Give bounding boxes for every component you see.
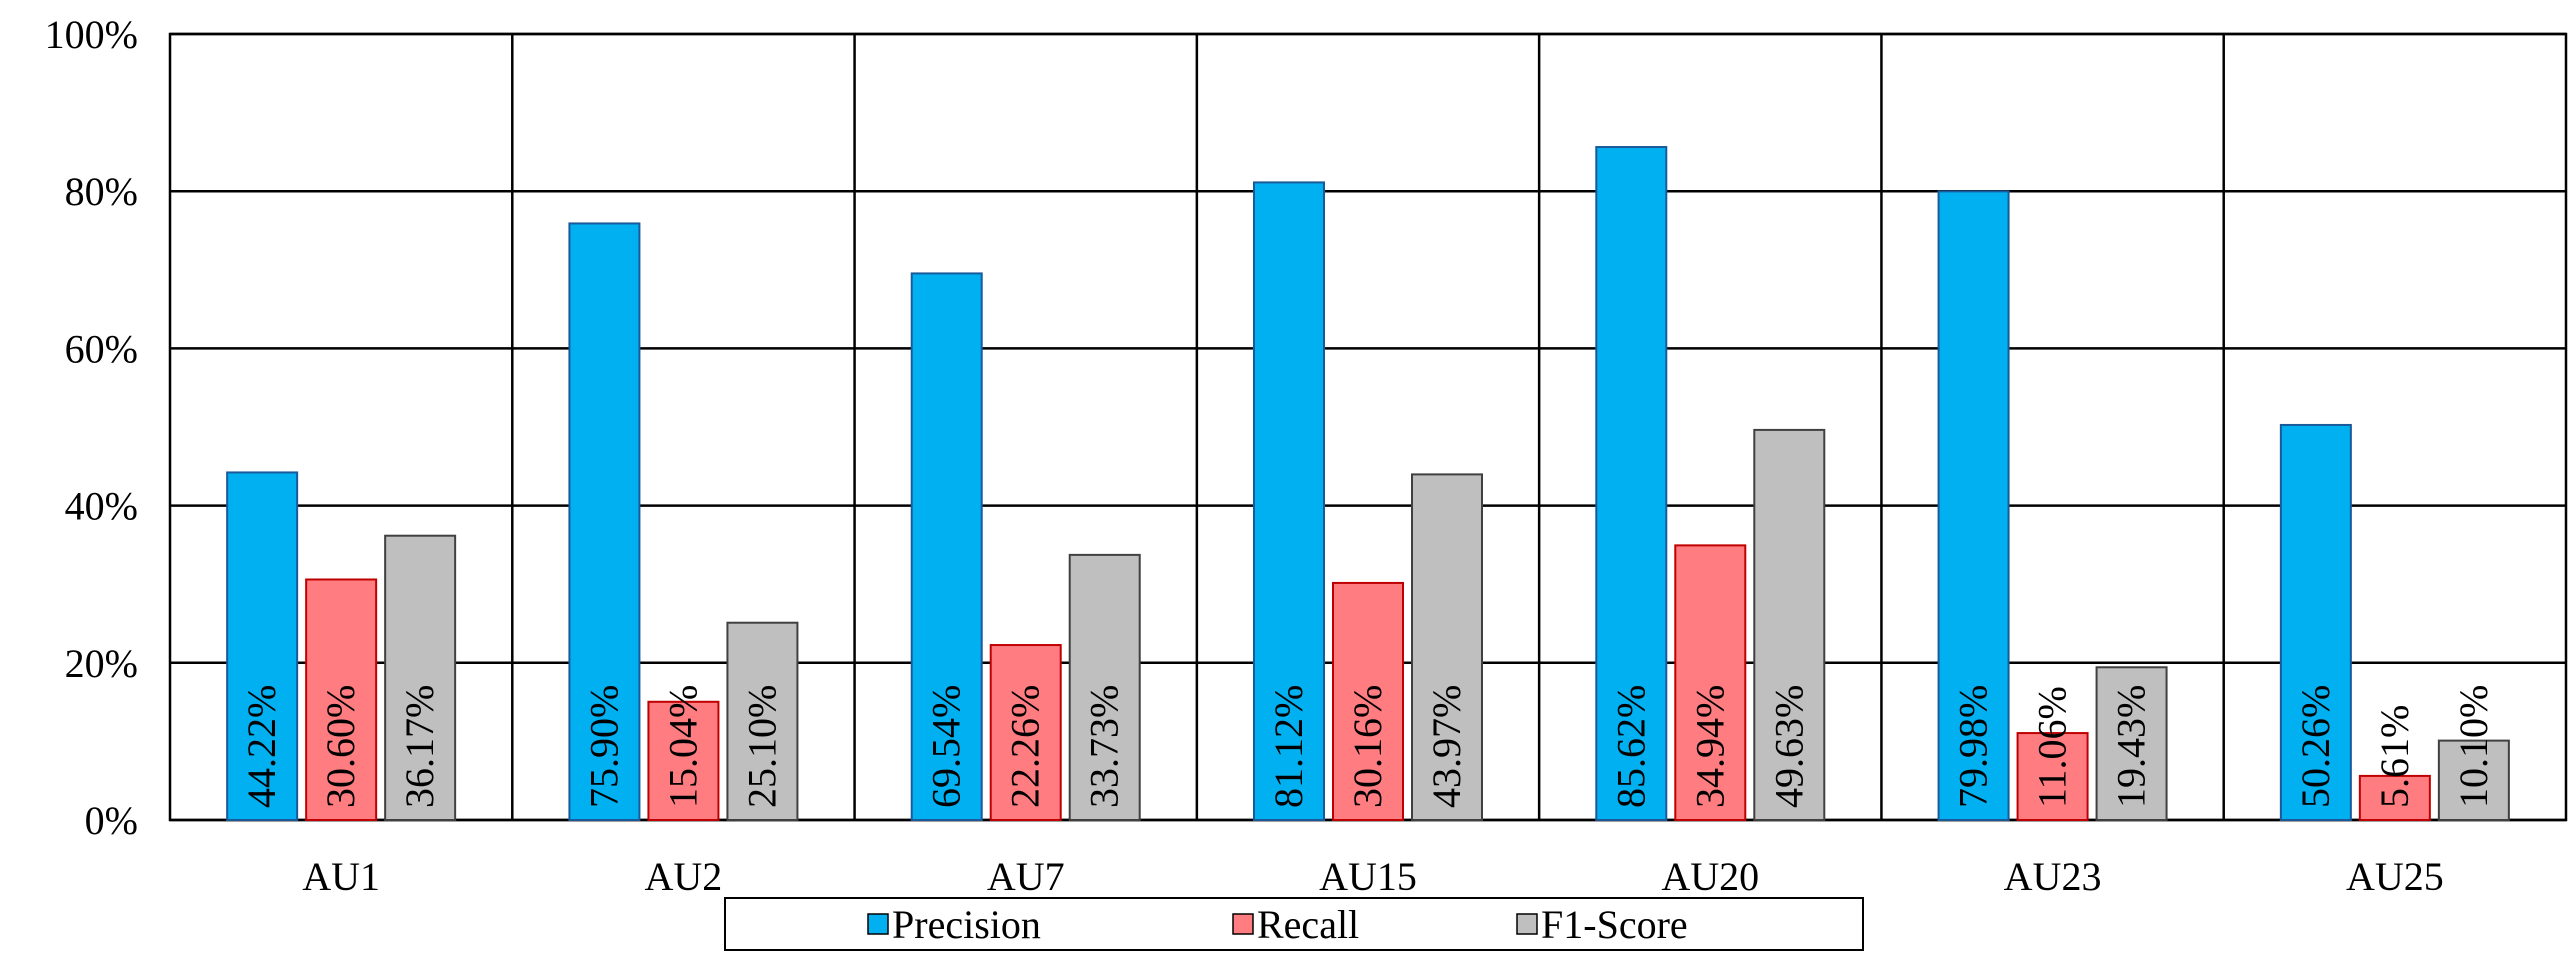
bar-recall-au2 — [647, 700, 720, 821]
bars — [226, 146, 2510, 822]
data-label: 30.60% — [318, 685, 363, 808]
data-label: 11.06% — [2030, 686, 2075, 808]
data-label: 22.26% — [1003, 685, 1048, 808]
data-label: 30.16% — [1345, 685, 1390, 808]
data-label: 49.63% — [1766, 685, 1811, 808]
bar-f1-score-au20 — [1753, 428, 1826, 821]
legend-label: F1-Score — [1541, 902, 1688, 947]
legend-swatch — [1516, 913, 1538, 935]
y-axis-ticks: 0% 20% 40% 60% 80% 100% — [45, 12, 138, 843]
y-tick-label: 0% — [85, 798, 138, 843]
bar-precision-au25 — [2279, 423, 2352, 821]
legend: Precision Recall F1-Score — [724, 897, 1864, 951]
bar-precision-au2 — [568, 222, 641, 821]
y-tick-label: 40% — [65, 484, 138, 529]
bar-f1-score-au23 — [2095, 666, 2168, 822]
x-tick-label: AU23 — [2004, 854, 2102, 899]
data-label: 33.73% — [1082, 685, 1127, 808]
data-label: 43.97% — [1424, 685, 1469, 808]
bar-precision-au1 — [226, 471, 299, 821]
data-label: 19.43% — [2109, 685, 2154, 808]
x-tick-label: AU15 — [1319, 854, 1417, 899]
data-label: 85.62% — [1608, 685, 1653, 808]
data-label: 10.10% — [2451, 685, 2496, 808]
x-axis-ticks: AU1 AU2 AU7 AU15 AU20 AU23 AU25 — [302, 854, 2443, 899]
data-label: 34.94% — [1687, 685, 1732, 808]
data-label: 79.98% — [1951, 685, 1996, 808]
data-label: 5.61% — [2372, 705, 2417, 808]
data-label: 15.04% — [660, 685, 705, 808]
bar-precision-au23 — [1937, 190, 2010, 822]
bar-precision-au7 — [910, 272, 983, 821]
bar-recall-au1 — [305, 578, 378, 822]
bar-precision-au15 — [1253, 181, 1325, 822]
legend-swatch — [1232, 913, 1254, 935]
data-labels: 44.22% 30.60% 36.17% 75.90% 15.04% 25.10% 69.5… — [239, 685, 2496, 808]
x-tick-label: AU1 — [302, 854, 380, 899]
legend-swatch — [867, 913, 889, 935]
y-tick-label: 60% — [65, 326, 138, 371]
bar-f1-score-au15 — [1411, 473, 1483, 821]
bar-f1-score-au1 — [384, 534, 457, 821]
y-tick-label: 80% — [65, 169, 138, 214]
y-tick-label: 20% — [65, 641, 138, 686]
bar-recall-au15 — [1332, 581, 1404, 821]
x-tick-label: AU20 — [1661, 854, 1759, 899]
bar-recall-au23 — [2016, 732, 2089, 822]
legend-label: Precision — [892, 902, 1041, 947]
legend-label: Recall — [1257, 902, 1359, 947]
bar-recall-au20 — [1674, 544, 1747, 821]
bar-precision-au20 — [1595, 146, 1668, 821]
data-label: 36.17% — [397, 685, 442, 808]
y-tick-label: 100% — [45, 12, 138, 57]
x-tick-label: AU25 — [2346, 854, 2444, 899]
data-label: 44.22% — [239, 685, 284, 808]
data-label: 50.26% — [2293, 685, 2338, 808]
x-tick-label: AU7 — [987, 854, 1065, 899]
bar-recall-au7 — [989, 644, 1062, 821]
data-label: 25.10% — [739, 685, 784, 808]
bar-f1-score-au7 — [1068, 553, 1141, 821]
data-label: 75.90% — [581, 685, 626, 808]
bar-recall-au25 — [2358, 774, 2431, 821]
legend-box — [724, 897, 1864, 951]
data-label: 81.12% — [1266, 685, 1311, 808]
bar-f1-score-au25 — [2437, 739, 2510, 822]
x-tick-label: AU2 — [645, 854, 723, 899]
data-label: 69.54% — [924, 685, 969, 808]
bar-f1-score-au2 — [726, 621, 799, 821]
